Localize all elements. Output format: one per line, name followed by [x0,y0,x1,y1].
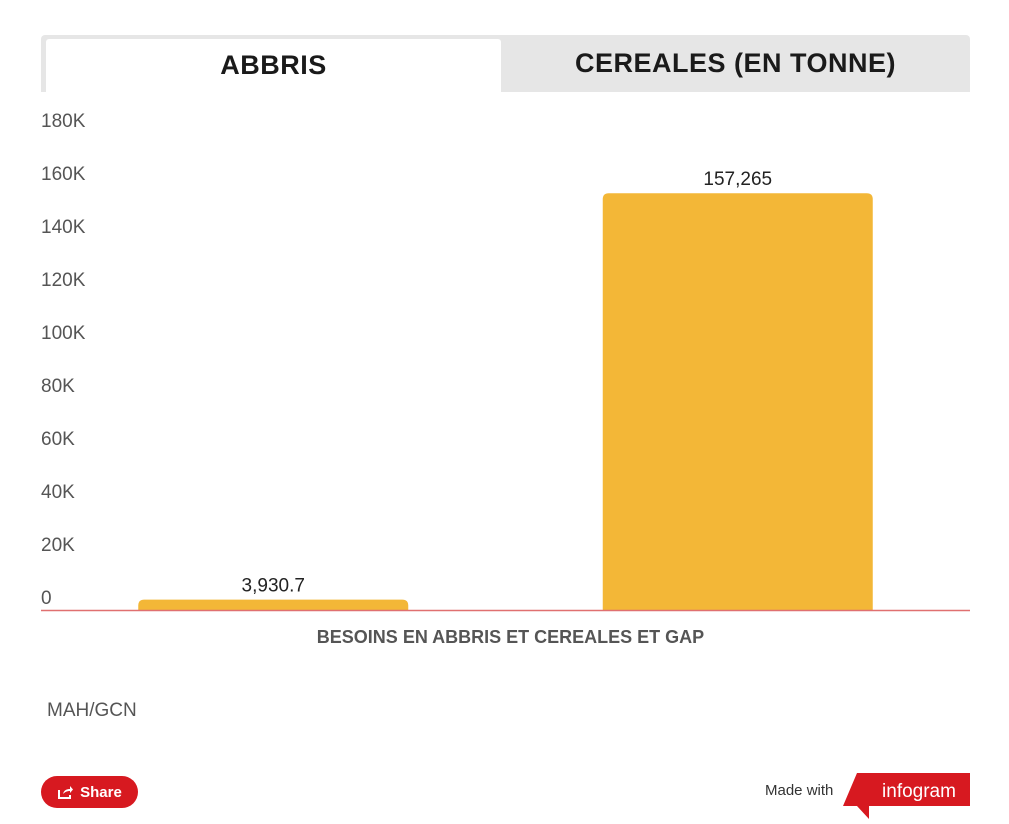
made-with-text: Made with [765,782,834,799]
y-tick-label: 40K [41,482,75,503]
infogram-logo[interactable]: infogram [843,773,970,821]
svg-text:infogram: infogram [882,781,956,802]
source-note: MAH/GCN [47,700,137,721]
y-tick-label: 160K [41,164,86,185]
y-tick-label: 20K [41,535,75,556]
data-label: 3,930.7 [242,576,305,597]
bar [138,599,409,610]
y-tick-label: 100K [41,323,86,344]
y-tick-label: 120K [41,270,86,291]
share-icon [58,786,74,799]
y-tick-label: 80K [41,376,75,397]
bar [602,193,873,611]
data-label: 157,265 [703,169,772,190]
bar-chart: 0 20K 40K 60K 80K 100K 120K 140K 160K 180K 3,930.7… [41,111,970,647]
tab-bar: ABBRIS CEREALES (EN TONNE) [41,35,970,92]
share-button[interactable]: Share [41,776,138,808]
tab-abbris[interactable]: ABBRIS [46,39,501,92]
y-tick-label: 60K [41,429,75,450]
share-label: Share [80,783,122,801]
y-tick-label: 180K [41,111,86,132]
x-axis-title: BESOINS EN ABBRIS ET CEREALES ET GAP [317,627,704,647]
y-tick-label: 140K [41,217,86,238]
y-tick-label: 0 [41,588,52,609]
tab-cereales[interactable]: CEREALES (EN TONNE) [574,48,897,78]
